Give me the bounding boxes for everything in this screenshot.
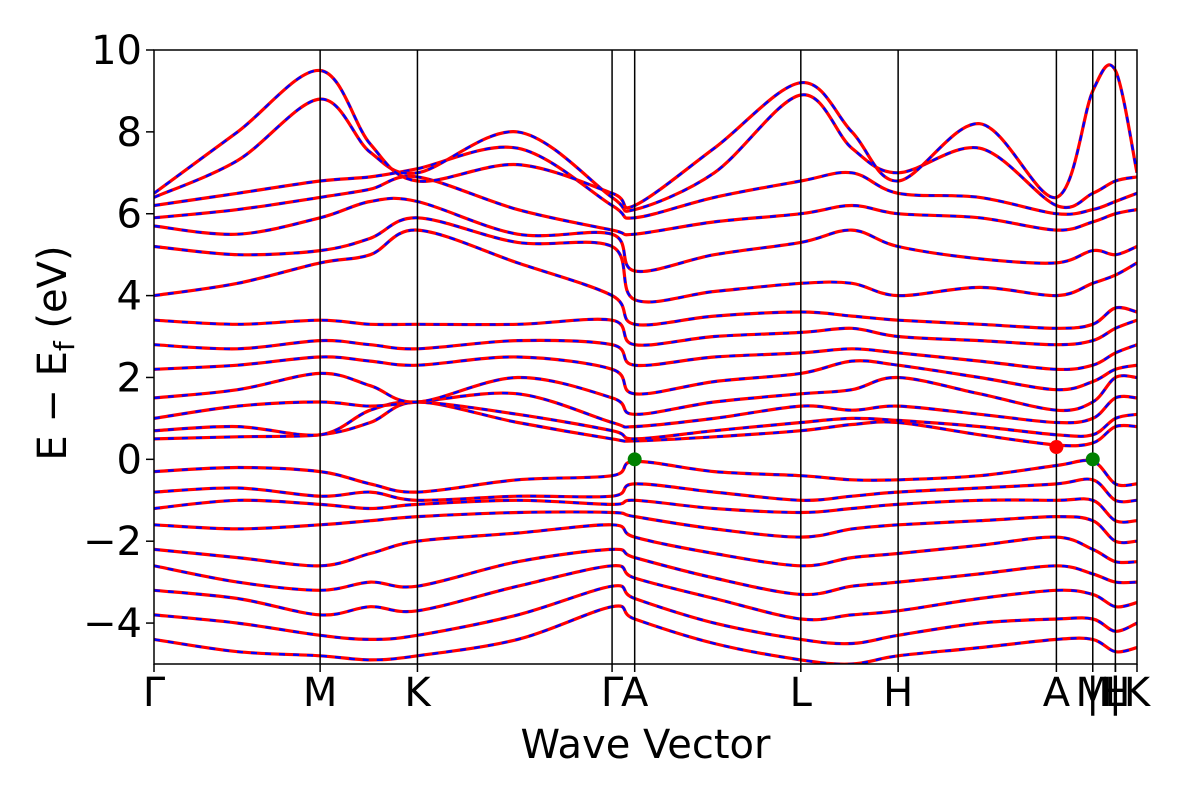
band-line-spin-down	[154, 477, 1137, 503]
y-tick-label: 4	[117, 274, 142, 320]
y-ticks: −4 −2 0 2 4 6 8 10	[83, 28, 154, 647]
x-tick-label: Γ	[601, 670, 624, 716]
x-axis-title: Wave Vector	[521, 722, 772, 768]
plot-frame	[153, 49, 1138, 665]
band-line-spin-up	[154, 196, 1137, 274]
x-tick-label: H	[883, 670, 913, 716]
band-line-spin-up	[154, 584, 1137, 646]
band-line-spin-up	[154, 604, 1137, 664]
band-line-spin-down	[154, 510, 1137, 544]
y-tick-label: −4	[83, 601, 142, 647]
band-edge-marker	[627, 452, 642, 467]
band-line-spin-down	[154, 523, 1137, 568]
band-line-spin-down	[154, 400, 1137, 441]
y-tick-label: 8	[117, 110, 142, 156]
band-line-spin-down	[154, 228, 1137, 330]
x-tick-label: L	[790, 670, 813, 716]
band-line-spin-down	[154, 372, 1137, 416]
y-tick-label: −2	[83, 519, 142, 565]
x-tick-label: K	[1124, 670, 1152, 716]
band-line-spin-up	[154, 547, 1137, 597]
band-line-spin-down	[154, 391, 1137, 429]
band-edge-marker	[1049, 440, 1064, 455]
x-tick-label: M	[1076, 670, 1111, 716]
x-tick-label: |	[1109, 670, 1122, 716]
band-line-spin-down	[154, 604, 1137, 664]
x-tick-label: M	[303, 670, 338, 716]
kpoint-lines	[319, 50, 1117, 664]
band-line-spin-down	[154, 497, 1137, 524]
y-tick-label: 6	[117, 192, 142, 238]
x-tick-label: Γ	[143, 670, 166, 716]
band-line-spin-up	[154, 477, 1137, 504]
y-axis-title: E − Ef (eV)	[30, 245, 81, 460]
y-axis-title-subscript: f	[48, 340, 81, 351]
band-edge-marker	[1085, 452, 1100, 467]
band-line-spin-down	[154, 548, 1137, 596]
x-tick-label: L	[1104, 670, 1127, 716]
y-tick-label: 0	[117, 437, 142, 483]
bands-layer	[154, 63, 1137, 664]
band-line-spin-down	[154, 93, 1137, 213]
x-tick-label: H	[1100, 670, 1130, 716]
band-line-spin-down	[154, 197, 1137, 273]
y-tick-label: 10	[91, 28, 142, 74]
band-line-spin-down	[154, 584, 1137, 645]
band-line-spin-up	[154, 400, 1137, 441]
x-tick-label: A	[621, 670, 649, 716]
band-line-spin-down	[154, 63, 1137, 209]
band-line-spin-up	[154, 391, 1137, 429]
marker-layer	[627, 440, 1100, 467]
band-line-spin-down	[154, 564, 1137, 621]
y-axis-title-main: E − E	[30, 351, 76, 461]
y-axis-title-unit: (eV)	[30, 245, 76, 341]
band-line-spin-up	[154, 510, 1137, 545]
band-line-spin-up	[154, 228, 1137, 330]
x-tick-label: A	[1043, 670, 1071, 716]
x-ticks: Γ M K ΓA L H A M| L|HK	[143, 664, 1152, 716]
x-tick-label: K	[404, 670, 432, 716]
band-line-spin-up	[154, 63, 1137, 210]
band-line-spin-down	[154, 318, 1137, 347]
y-tick-label: 2	[117, 355, 142, 401]
x-tick-label: |	[1086, 670, 1099, 716]
